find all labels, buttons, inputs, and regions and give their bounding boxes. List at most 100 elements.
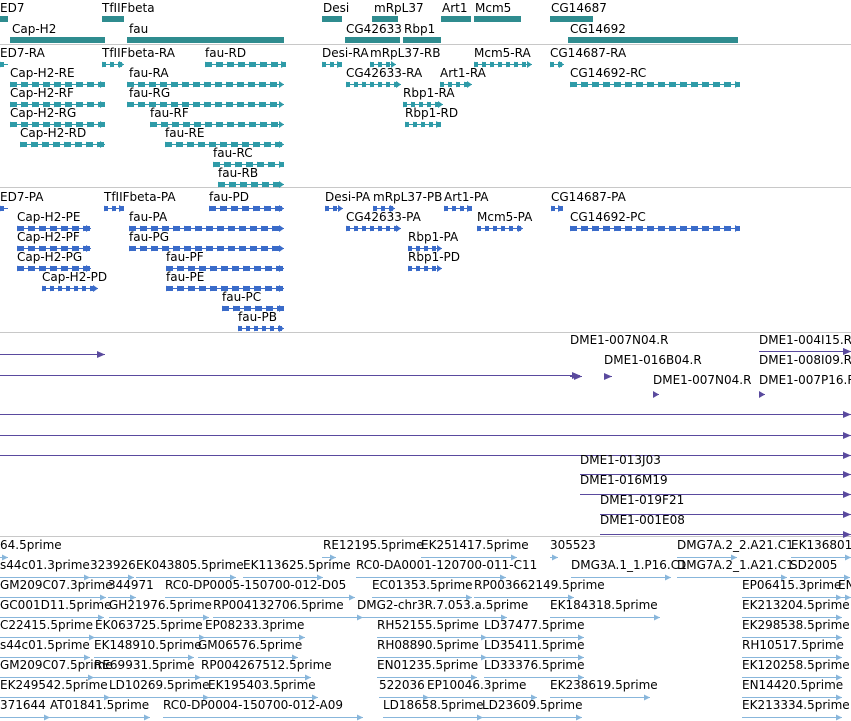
feature-glyph[interactable] (742, 614, 842, 621)
feature-glyph[interactable] (0, 674, 94, 681)
feature-glyph[interactable] (427, 694, 537, 701)
feature-glyph[interactable] (94, 674, 201, 681)
feature-label[interactable]: CG42633 (346, 22, 402, 36)
feature-label[interactable]: fau-RF (150, 106, 189, 120)
feature-label[interactable]: RP004132706.5prime (213, 598, 344, 612)
feature-glyph[interactable] (0, 452, 851, 459)
feature-label[interactable]: DME1-007N04.R (570, 333, 669, 347)
feature-glyph[interactable] (677, 554, 737, 561)
feature-label[interactable]: mRpL37-PB (373, 190, 443, 204)
feature-label[interactable]: TfIIFbeta-PA (104, 190, 176, 204)
feature-glyph[interactable] (742, 694, 842, 701)
feature-glyph[interactable] (742, 654, 842, 661)
feature-glyph[interactable] (102, 16, 124, 22)
feature-glyph[interactable] (10, 81, 105, 88)
feature-label[interactable]: Cap-H2 (12, 22, 57, 36)
feature-glyph[interactable] (403, 37, 441, 43)
feature-glyph[interactable] (653, 391, 659, 398)
feature-glyph[interactable] (550, 61, 564, 68)
feature-label[interactable]: fau-PC (222, 290, 262, 304)
feature-glyph[interactable] (127, 81, 284, 88)
feature-label[interactable]: EK043805.5prime (136, 558, 244, 572)
feature-label[interactable]: EK249542.5prime (0, 678, 108, 692)
feature-glyph[interactable] (102, 61, 124, 68)
feature-label[interactable]: RP003662149.5prime (474, 578, 605, 592)
feature-label[interactable]: AT01841.5prime (50, 698, 150, 712)
feature-glyph[interactable] (379, 694, 429, 701)
feature-glyph[interactable] (742, 674, 842, 681)
feature-label[interactable]: DME1-004I15.R (759, 333, 851, 347)
feature-label[interactable]: fau (129, 22, 149, 36)
feature-label[interactable]: Rbp1-PA (408, 230, 459, 244)
feature-glyph[interactable] (0, 714, 50, 721)
feature-label[interactable]: CG42633-PA (346, 210, 421, 224)
feature-glyph[interactable] (0, 654, 90, 661)
feature-label[interactable]: EN14420.5prime (742, 678, 844, 692)
feature-glyph[interactable] (201, 674, 311, 681)
feature-label[interactable]: Cap-H2-RF (10, 86, 74, 100)
feature-label[interactable]: EK298538.5prime (742, 618, 850, 632)
feature-glyph[interactable] (474, 16, 521, 22)
feature-label[interactable]: CG14692-PC (570, 210, 646, 224)
feature-label[interactable]: Mcm5-PA (477, 210, 533, 224)
feature-glyph[interactable] (372, 594, 472, 601)
feature-glyph[interactable] (0, 614, 104, 621)
feature-label[interactable]: GH21976.5prime (109, 598, 212, 612)
feature-glyph[interactable] (600, 511, 851, 518)
feature-label[interactable]: EK148910.5prime (94, 638, 202, 652)
feature-glyph[interactable] (474, 594, 574, 601)
feature-label[interactable]: s44c01.3prime (0, 558, 90, 572)
feature-glyph[interactable] (222, 305, 284, 312)
feature-glyph[interactable] (0, 634, 95, 641)
feature-label[interactable]: DMG7A.2_1.A21.C1 (677, 558, 794, 572)
feature-glyph[interactable] (0, 205, 8, 212)
feature-label[interactable]: TfIIFbeta-RA (102, 46, 175, 60)
feature-glyph[interactable] (322, 16, 342, 22)
feature-glyph[interactable] (218, 181, 284, 188)
feature-glyph[interactable] (372, 16, 398, 22)
feature-glyph[interactable] (150, 121, 284, 128)
feature-glyph[interactable] (42, 285, 98, 292)
feature-glyph[interactable] (408, 265, 442, 272)
feature-glyph[interactable] (95, 634, 205, 641)
feature-label[interactable]: fau-PE (166, 270, 205, 284)
feature-label[interactable]: Cap-H2-RE (10, 66, 75, 80)
feature-label[interactable]: fau-PD (209, 190, 249, 204)
feature-label[interactable]: DME1-008I09.R (759, 353, 851, 367)
feature-glyph[interactable] (0, 554, 8, 561)
feature-label[interactable]: SD2005 (790, 558, 838, 572)
feature-label[interactable]: EK251417.5prime (421, 538, 529, 552)
feature-glyph[interactable] (129, 245, 284, 252)
feature-label[interactable]: Rbp1-RD (405, 106, 459, 120)
feature-glyph[interactable] (403, 101, 443, 108)
feature-label[interactable]: DME1-019F21 (600, 493, 685, 507)
feature-label[interactable]: DMG3A.1_1.P16.C1 (571, 558, 687, 572)
feature-label[interactable]: GM209C07.3prime (0, 578, 113, 592)
feature-label[interactable]: 323926 (90, 558, 136, 572)
feature-glyph[interactable] (346, 81, 401, 88)
feature-glyph[interactable] (10, 121, 105, 128)
feature-glyph[interactable] (209, 205, 284, 212)
feature-label[interactable]: RC0-DA0001-120700-011-C11 (356, 558, 538, 572)
feature-glyph[interactable] (243, 574, 323, 581)
feature-label[interactable]: Cap-H2-PG (17, 250, 83, 264)
feature-glyph[interactable] (742, 714, 842, 721)
feature-label[interactable]: EK238619.5prime (550, 678, 658, 692)
feature-glyph[interactable] (165, 594, 355, 601)
feature-glyph[interactable] (108, 594, 136, 601)
feature-glyph[interactable] (580, 491, 851, 498)
feature-glyph[interactable] (0, 574, 90, 581)
feature-glyph[interactable] (198, 654, 298, 661)
feature-glyph[interactable] (0, 694, 110, 701)
feature-label[interactable]: EK136801 (791, 538, 851, 552)
feature-label[interactable]: EK195403.5prime (208, 678, 316, 692)
feature-label[interactable]: fau-RA (129, 66, 169, 80)
feature-glyph[interactable] (0, 411, 851, 418)
feature-label[interactable]: Rbp1-RA (403, 86, 455, 100)
feature-label[interactable]: fau-RE (165, 126, 205, 140)
feature-glyph[interactable] (421, 554, 517, 561)
feature-glyph[interactable] (94, 654, 194, 661)
feature-label[interactable]: CG42633-RA (346, 66, 423, 80)
feature-glyph[interactable] (484, 634, 584, 641)
feature-label[interactable]: RC0-DP0005-150700-012-D05 (165, 578, 347, 592)
